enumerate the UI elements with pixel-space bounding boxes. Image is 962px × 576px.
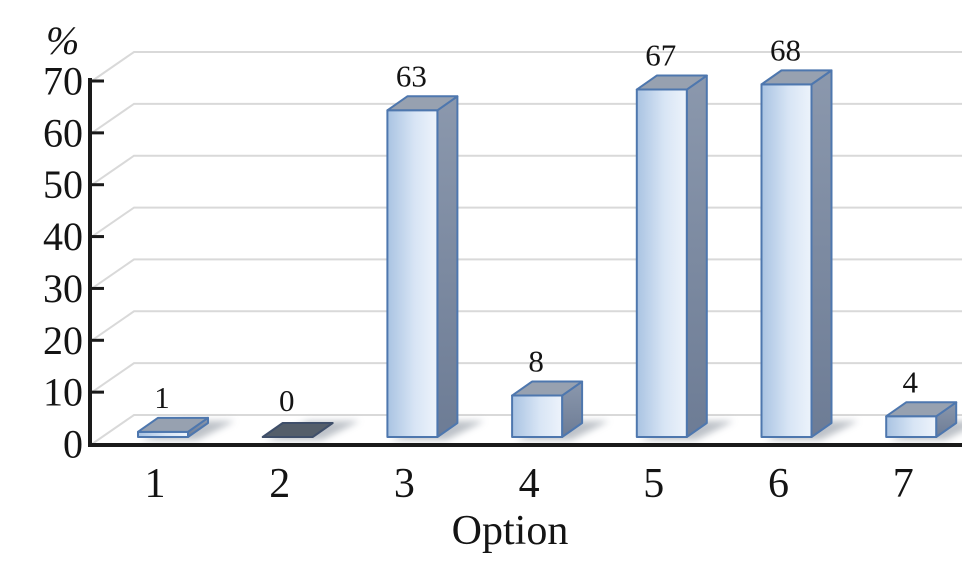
x-tick-label: 1 <box>145 461 166 507</box>
bar-front-face <box>885 415 938 438</box>
y-tick-label: 0 <box>63 422 83 467</box>
bar-value-label: 8 <box>528 344 544 379</box>
bar-front-face <box>635 88 688 439</box>
gridline <box>91 258 962 290</box>
bar-front-face <box>511 394 564 438</box>
gridline <box>91 102 962 134</box>
bar-top-face <box>511 380 584 397</box>
gridline <box>91 414 962 445</box>
y-tick <box>90 390 104 394</box>
y-tick <box>90 235 104 239</box>
y-axis-title: % <box>46 18 79 63</box>
bar-value-label: 1 <box>154 380 170 415</box>
bar-top-face <box>635 74 708 91</box>
bar-value-label: 63 <box>396 58 427 93</box>
y-tick <box>90 79 104 83</box>
x-axis-title: Option <box>452 508 569 554</box>
y-tick <box>90 338 104 342</box>
gridline <box>91 362 962 393</box>
x-axis-line <box>88 443 962 447</box>
y-tick <box>90 286 104 290</box>
x-tick-label: 2 <box>269 461 290 507</box>
bar-value-label: 68 <box>770 32 801 67</box>
bar-zero-face <box>261 422 334 438</box>
bar-top-face <box>386 95 459 112</box>
bar-front-face <box>760 83 813 438</box>
gridline <box>91 154 962 186</box>
x-tick-label: 6 <box>768 461 789 507</box>
y-tick <box>90 183 104 187</box>
y-tick-label: 30 <box>43 266 83 311</box>
y-tick-label: 20 <box>43 318 83 363</box>
x-tick-label: 3 <box>394 461 415 507</box>
gridline <box>91 206 962 238</box>
bar-side-face <box>685 74 708 438</box>
chart-figure: 0 10 20 30 40 50 60 70% 1 0 63 8 67 68 4 1 2 3 4 5 6 7 Option <box>40 16 962 560</box>
y-tick-label: 40 <box>43 214 83 259</box>
y-tick-label: 70 <box>43 59 83 104</box>
bar-value-label: 67 <box>645 38 676 73</box>
bar-top-face <box>137 416 209 433</box>
x-tick-label: 5 <box>643 461 664 507</box>
bar-value-label: 4 <box>902 364 918 399</box>
y-tick-label: 10 <box>43 370 83 415</box>
y-tick-label: 60 <box>43 110 83 155</box>
bar-value-label: 0 <box>279 383 295 418</box>
y-tick <box>90 131 104 135</box>
gridline <box>91 51 962 82</box>
y-tick-label: 50 <box>43 162 83 207</box>
gridline <box>91 310 962 342</box>
bar-front-face <box>386 109 439 439</box>
y-axis-line <box>88 78 92 447</box>
bar-side-face <box>436 95 459 438</box>
x-tick-label: 7 <box>893 461 914 507</box>
bar-side-face <box>810 69 833 438</box>
x-tick-label: 4 <box>519 461 540 507</box>
bar-top-face <box>885 401 958 418</box>
bar-top-face <box>760 69 833 86</box>
